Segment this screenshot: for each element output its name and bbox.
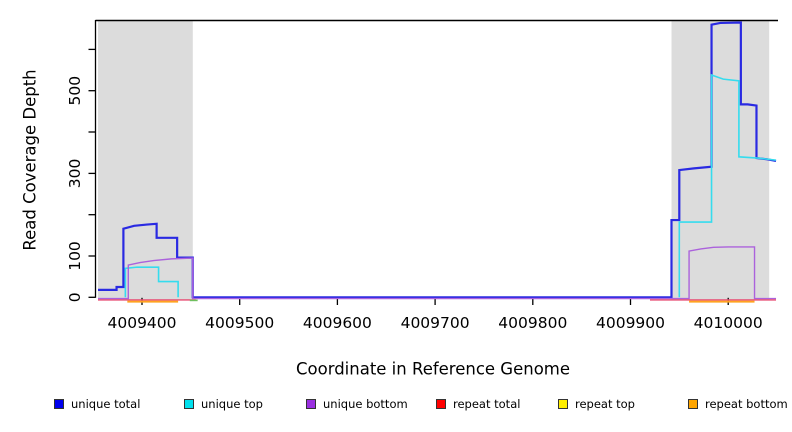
shaded-repeat-region [671,20,770,300]
y-axis-title: Read Coverage Depth [20,69,40,251]
series-line-unique-total [98,21,777,299]
x-tick-label: 4009800 [498,314,567,332]
x-tick-label: 4009500 [205,314,274,332]
y-tick-label: 500 [66,76,84,106]
x-tick-label: 4009600 [303,314,372,332]
series-line-unique-top [124,266,179,298]
x-axis-title: Coordinate in Reference Genome [295,359,571,379]
y-tick-label: 0 [66,292,84,302]
x-tick-label: 4009700 [401,314,470,332]
series-line-unique-bottom [98,246,777,300]
x-tick-label: 4009900 [596,314,665,332]
x-tick-label: 4009400 [107,314,176,332]
y-tick-label: 300 [66,159,84,189]
x-tick-label: 4010000 [694,314,763,332]
series-line-unique-top [678,73,777,298]
y-tick-label: 100 [66,241,84,271]
